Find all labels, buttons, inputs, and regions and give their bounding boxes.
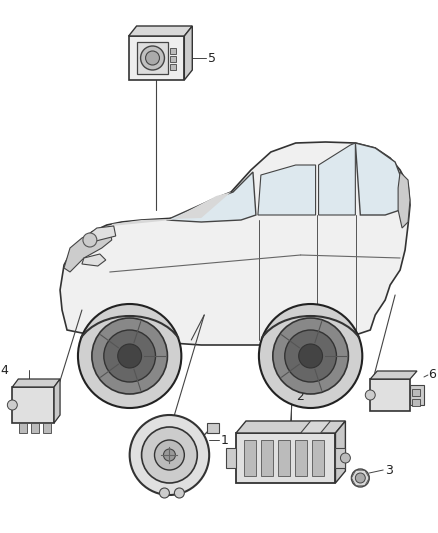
Circle shape (365, 390, 375, 400)
Circle shape (299, 344, 322, 368)
Circle shape (155, 440, 184, 470)
Bar (137, 42, 169, 74)
Bar (412, 399, 420, 406)
Bar (370, 379, 410, 411)
Bar (295, 440, 307, 476)
Polygon shape (60, 142, 410, 345)
Circle shape (78, 304, 181, 408)
Bar (170, 48, 177, 54)
Bar (226, 448, 236, 468)
Bar (170, 64, 177, 70)
Circle shape (273, 318, 348, 394)
Circle shape (259, 304, 362, 408)
Polygon shape (300, 421, 331, 433)
Polygon shape (166, 172, 256, 222)
Bar (412, 389, 420, 396)
Text: 5: 5 (208, 52, 216, 64)
Polygon shape (184, 26, 192, 80)
Bar (410, 385, 424, 405)
Polygon shape (129, 26, 192, 36)
Circle shape (130, 415, 209, 495)
Polygon shape (12, 379, 60, 387)
Circle shape (174, 488, 184, 498)
Polygon shape (112, 192, 231, 226)
Circle shape (355, 473, 365, 483)
Circle shape (104, 330, 155, 382)
Bar (244, 440, 256, 476)
Bar (207, 423, 219, 433)
Circle shape (83, 233, 97, 247)
Circle shape (159, 488, 170, 498)
Circle shape (351, 469, 369, 487)
Polygon shape (236, 421, 346, 433)
Polygon shape (84, 226, 116, 244)
Circle shape (141, 427, 197, 483)
Polygon shape (258, 165, 316, 215)
Polygon shape (398, 172, 410, 228)
Circle shape (163, 449, 175, 461)
Circle shape (145, 51, 159, 65)
Circle shape (7, 400, 18, 410)
Circle shape (118, 344, 141, 368)
Bar (278, 440, 290, 476)
Bar (261, 440, 273, 476)
Text: 1: 1 (221, 433, 229, 447)
Polygon shape (54, 379, 60, 423)
Bar (12, 387, 54, 423)
Bar (31, 423, 39, 433)
Polygon shape (318, 143, 355, 215)
Bar (19, 423, 27, 433)
Text: 3: 3 (385, 464, 393, 477)
Text: 4: 4 (0, 364, 8, 376)
Polygon shape (64, 228, 112, 272)
Bar (170, 56, 177, 62)
Bar (129, 36, 184, 80)
Circle shape (285, 330, 336, 382)
Circle shape (92, 318, 167, 394)
Text: 2: 2 (296, 390, 304, 402)
Circle shape (340, 453, 350, 463)
Polygon shape (355, 143, 400, 215)
Bar (236, 433, 336, 483)
Polygon shape (370, 371, 417, 379)
Bar (43, 423, 51, 433)
Polygon shape (336, 421, 346, 483)
Text: 6: 6 (428, 368, 436, 382)
Circle shape (141, 46, 164, 70)
Polygon shape (82, 254, 106, 266)
Bar (311, 440, 324, 476)
Bar (336, 448, 346, 468)
